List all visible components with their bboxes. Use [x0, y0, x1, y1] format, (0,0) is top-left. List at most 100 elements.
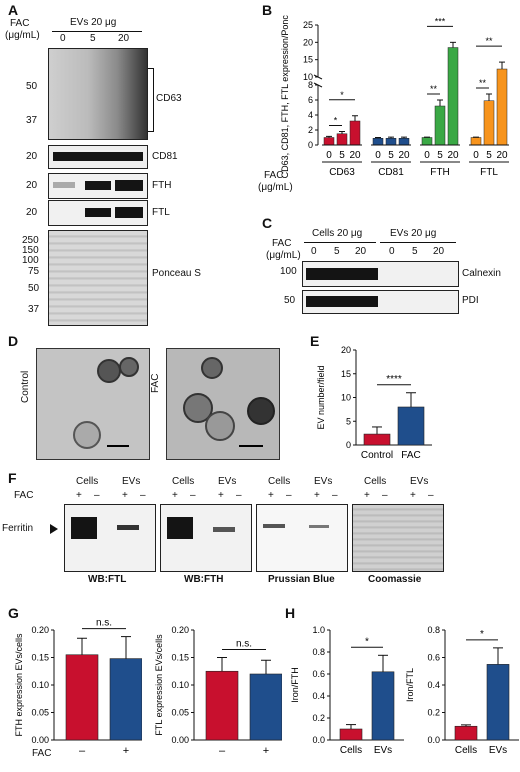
x-tick-label: 20 — [447, 150, 459, 161]
significance-label: **** — [386, 374, 402, 385]
a-lane-2: 20 — [118, 33, 130, 44]
f-plus: + — [218, 490, 224, 501]
y-tick-label: 0.05 — [171, 708, 189, 718]
x-tick-label: – — [79, 745, 86, 757]
f-fac-label: FAC — [14, 490, 34, 501]
f-minus: – — [94, 490, 100, 501]
d-fac-label: FAC — [150, 373, 161, 393]
x-tick-label: 5 — [486, 150, 492, 161]
y-axis-label: CD63, CD81, FTH, FTL expression/Ponceau … — [280, 15, 290, 178]
f-group-2: Cells — [172, 476, 195, 487]
y-tick-label: 0.05 — [31, 708, 49, 718]
a-ponceau-tick-50: 50 — [28, 283, 40, 294]
y-tick-label: 0.2 — [312, 713, 325, 723]
scale-bar — [239, 445, 263, 447]
cd63-blot — [48, 48, 148, 140]
y-axis-label: EV number/field — [316, 365, 326, 429]
f-ferritin-label: Ferritin — [2, 523, 34, 534]
bar — [339, 728, 363, 741]
y-tick-label: 10 — [341, 393, 351, 403]
panel-f: FAC Ferritin Cells EVs Cells EVs Cells E… — [2, 476, 506, 588]
y-tick-label: 15 — [341, 369, 351, 379]
pdi-blot — [302, 290, 459, 314]
x-tick-label: 0 — [326, 150, 332, 161]
y-tick-label: 0.15 — [31, 653, 49, 663]
c-fac-unit: (μg/mL) — [266, 250, 301, 261]
x-tick-label: 0 — [473, 150, 479, 161]
bar — [496, 68, 508, 146]
y-tick-label: 0.2 — [427, 708, 440, 718]
bar — [398, 138, 410, 146]
y-tick-label: 8 — [308, 80, 313, 90]
c-cells-line — [304, 242, 376, 243]
chart-g-left: 0.00 0.05 0.10 0.15 0.20 n.s. FTH expression E… — [14, 620, 142, 757]
a-header: EVs 20 μg — [70, 17, 117, 28]
bar — [483, 100, 495, 146]
g-fac-label: FAC — [32, 748, 52, 759]
bar — [434, 105, 446, 146]
panel-label-f: F — [8, 470, 17, 486]
significance-label: * — [480, 629, 484, 640]
significance-label: * — [365, 636, 369, 647]
c-lane-3: 0 — [389, 246, 395, 257]
f-minus: – — [332, 490, 338, 501]
f-blot-ftl — [64, 504, 156, 572]
fth-blot — [48, 173, 148, 199]
y-tick-label: 0.20 — [31, 625, 49, 635]
f-plus: + — [364, 490, 370, 501]
bar — [109, 658, 142, 741]
fth-band-0 — [53, 182, 75, 188]
f-caption-prussian: Prussian Blue — [268, 574, 335, 585]
y-tick-label: 0 — [346, 440, 351, 450]
fth-band-5 — [85, 181, 111, 190]
bar — [336, 133, 348, 146]
y-tick-label: 6 — [308, 95, 313, 105]
bar — [385, 138, 397, 146]
y-tick-label: 1.0 — [312, 625, 325, 635]
f-minus: – — [286, 490, 292, 501]
a-cd63-label: CD63 — [156, 93, 182, 104]
y-tick-label: 4 — [308, 110, 313, 120]
ev-vesicle — [97, 359, 121, 383]
bar — [323, 137, 335, 146]
group-label: CD63 — [329, 167, 355, 178]
a-fac-label: FAC — [10, 18, 30, 29]
x-tick-label: Cells — [340, 745, 362, 756]
y-tick-label: 0.0 — [312, 735, 325, 745]
x-tick-label: Control — [361, 450, 393, 461]
f-group-3: EVs — [218, 476, 237, 487]
x-tick-label: FAC — [401, 450, 420, 461]
significance-label: ** — [430, 84, 438, 94]
x-tick-label: 20 — [349, 150, 361, 161]
cd81-blot — [48, 145, 148, 169]
y-tick-label: 20 — [341, 345, 351, 355]
f-plus: + — [314, 490, 320, 501]
x-tick-label: Cells — [455, 745, 477, 756]
y-tick-label: 20 — [303, 37, 313, 47]
f-plus: + — [410, 490, 416, 501]
f-plus: + — [76, 490, 82, 501]
c-lane-1: 5 — [334, 246, 340, 257]
y-tick-label: 5 — [346, 416, 351, 426]
f-group-4: Cells — [268, 476, 291, 487]
f-group-1: EVs — [122, 476, 141, 487]
f-minus: – — [236, 490, 242, 501]
bar — [349, 120, 361, 146]
f-group-0: Cells — [76, 476, 99, 487]
x-tick-label: 20 — [496, 150, 508, 161]
y-tick-label: 0.8 — [312, 647, 325, 657]
x-tick-label: + — [123, 745, 129, 757]
x-tick-label: – — [219, 745, 226, 757]
fth-band-20 — [115, 180, 143, 191]
ftl-band-5 — [85, 208, 111, 217]
f-blot-fth — [160, 504, 252, 572]
panel-label-h: H — [285, 605, 296, 621]
y-tick-label: 0.00 — [31, 735, 49, 745]
bar — [421, 137, 433, 146]
f-caption-coomassie: Coomassie — [368, 574, 422, 585]
group-label: CD81 — [378, 167, 404, 178]
y-tick-label: 0.4 — [427, 680, 440, 690]
x-tick-label: 0 — [375, 150, 381, 161]
significance-label: ** — [479, 78, 487, 88]
